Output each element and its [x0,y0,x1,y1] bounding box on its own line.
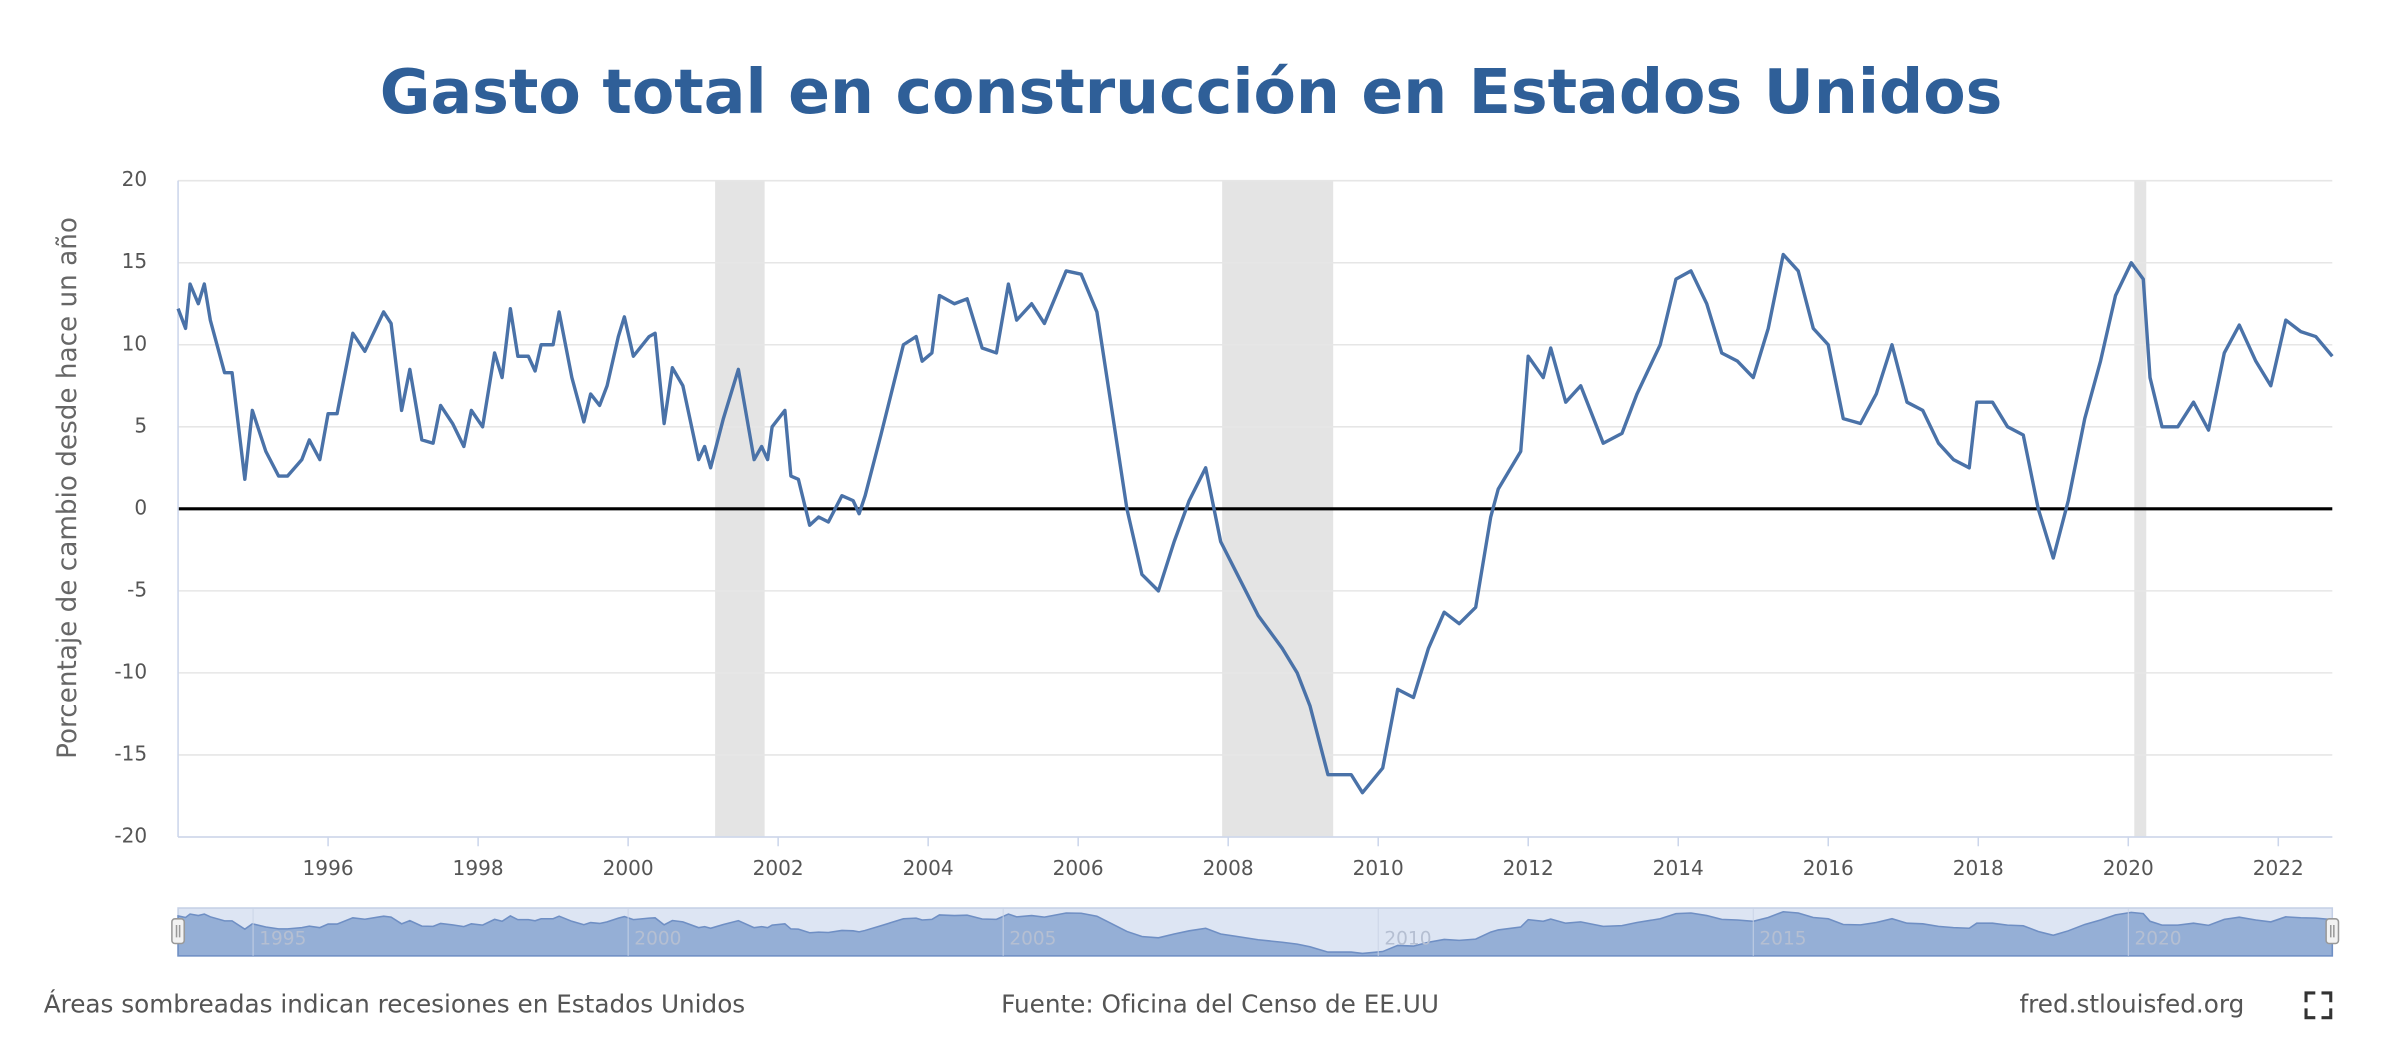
navigator-label: 2020 [2134,928,2181,949]
source: Fuente: Oficina del Censo de EE.UU [1001,989,1439,1018]
fullscreen-icon[interactable] [2304,991,2333,1020]
y-tick-label: -10 [114,659,147,683]
grid: -20 -15 -10 -5 0 5 10 15 20 1996 1998 2000 2002 2004 2… [114,167,2333,880]
x-tick-label: 2020 [2103,856,2154,880]
recession-note: Áreas sombreadas indican recesiones en E… [44,989,745,1018]
x-tick-label: 2022 [2253,856,2304,880]
y-axis-label: Porcentaje de cambio desde hace un año [53,217,83,759]
x-tick-label: 2002 [753,856,804,880]
y-tick-label: 0 [134,495,147,519]
navigator-handle[interactable] [2325,918,2340,945]
x-tick-label: 2012 [1503,856,1554,880]
x-tick-label: 2008 [1203,856,1254,880]
y-tick-label: 10 [122,331,148,355]
x-tick-label: 1998 [453,856,504,880]
data-line [176,252,2334,795]
navigator-label: 1995 [259,928,306,949]
navigator-label: 2000 [634,928,681,949]
x-tick-label: 1996 [303,856,354,880]
x-tick-label: 2006 [1053,856,1104,880]
chart-title: Gasto total en construcción en Estados U… [380,56,2003,128]
navigator-label: 2015 [1759,928,1806,949]
y-tick-label: -5 [127,577,147,601]
y-tick-label: -20 [114,823,147,847]
navigator-label: 2010 [1384,928,1431,949]
y-tick-label: -15 [114,741,147,765]
x-tick-label: 2018 [1953,856,2004,880]
navigator-label: 2005 [1009,928,1056,949]
x-tick-label: 2000 [603,856,654,880]
x-tick-label: 2014 [1653,856,1704,880]
x-tick-label: 2004 [903,856,954,880]
navigator-handle[interactable] [171,918,186,945]
x-tick-label: 2010 [1353,856,1404,880]
navigator[interactable]: 1995 2000 2005 2010 2015 2020 [171,907,2340,957]
y-tick-label: 20 [122,167,148,191]
site-link[interactable]: fred.stlouisfed.org [2019,989,2244,1018]
y-tick-label: 5 [134,413,147,437]
plot-area [176,252,2334,795]
y-tick-label: 15 [122,249,148,273]
x-tick-label: 2016 [1803,856,1854,880]
navigator-area [177,910,2334,957]
